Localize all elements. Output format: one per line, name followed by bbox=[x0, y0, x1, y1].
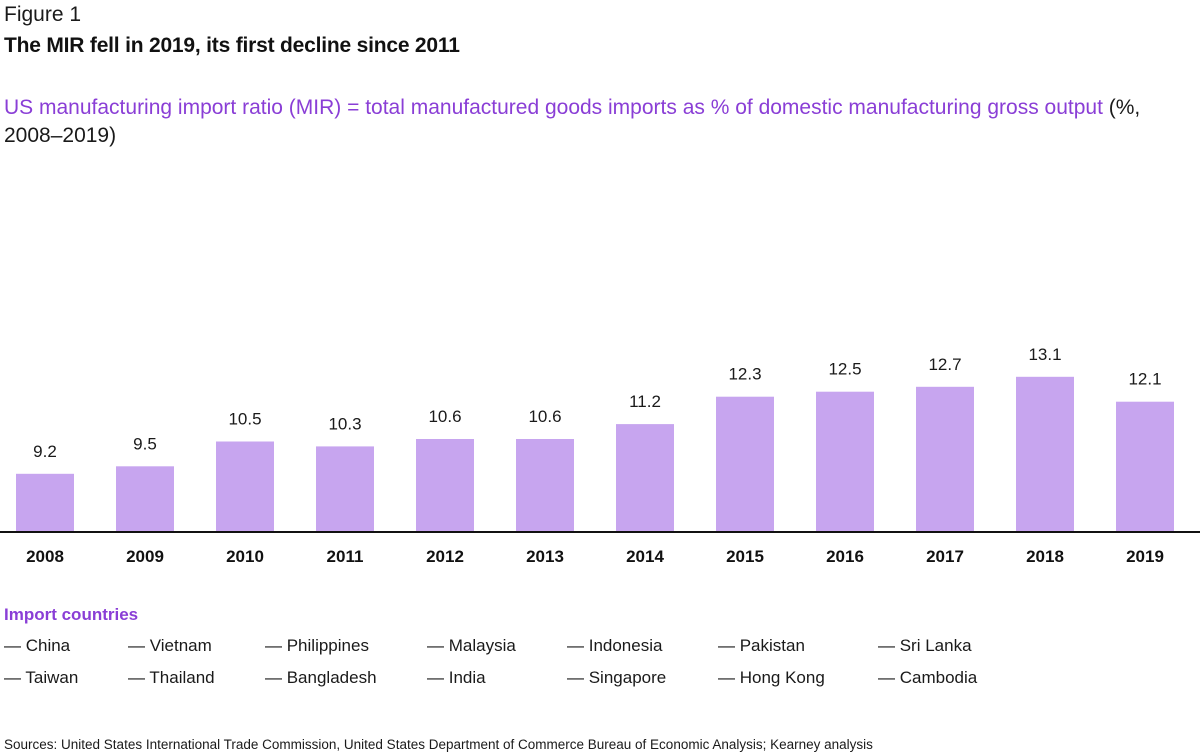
legend-item-thailand: — Thailand bbox=[128, 668, 215, 687]
x-tick-label-2017: 2017 bbox=[926, 547, 964, 566]
sources-note: Sources: United States International Tra… bbox=[4, 737, 873, 752]
x-tick-label-2014: 2014 bbox=[626, 547, 664, 566]
legend-item-sri-lanka: — Sri Lanka bbox=[878, 636, 972, 655]
bar-2016 bbox=[816, 391, 874, 531]
value-label-2018: 13.1 bbox=[1028, 345, 1061, 364]
x-tick-label-2008: 2008 bbox=[26, 547, 64, 566]
legend-item-vietnam: — Vietnam bbox=[128, 636, 212, 655]
value-label-2014: 11.2 bbox=[629, 392, 661, 411]
value-label-2017: 12.7 bbox=[928, 355, 961, 374]
bar-2011 bbox=[316, 446, 374, 531]
legend-item-indonesia: — Indonesia bbox=[567, 636, 663, 655]
bar-2014 bbox=[616, 424, 674, 531]
legend-item-taiwan: — Taiwan bbox=[4, 668, 79, 687]
legend-item-philippines: — Philippines bbox=[265, 636, 369, 655]
x-tick-label-2018: 2018 bbox=[1026, 547, 1064, 566]
import-countries-legend: — China — Vietnam — Philippines — Malaysia —… bbox=[0, 636, 1200, 700]
value-label-2011: 10.3 bbox=[328, 414, 361, 433]
subtitle-units: (%, 2008–2019) bbox=[4, 96, 1141, 147]
value-label-2009: 9.5 bbox=[133, 434, 157, 453]
x-tick-label-2011: 2011 bbox=[327, 547, 364, 566]
legend-title: Import countries bbox=[4, 605, 139, 624]
bar-2013 bbox=[516, 439, 574, 531]
x-tick-label-2015: 2015 bbox=[726, 547, 764, 566]
value-label-2015: 12.3 bbox=[728, 365, 761, 384]
legend-item-china: — China bbox=[4, 636, 71, 655]
value-label-2012: 10.6 bbox=[428, 407, 461, 426]
legend-item-cambodia: — Cambodia bbox=[878, 668, 978, 687]
bar-chart: 9.2 2008 9.5 2009 10.5 2010 10.3 2011 10.6 2012 10… bbox=[0, 345, 1200, 566]
legend-item-pakistan: — Pakistan bbox=[718, 636, 805, 655]
x-tick-label-2016: 2016 bbox=[826, 547, 864, 566]
x-tick-label-2012: 2012 bbox=[426, 547, 464, 566]
bar-2018 bbox=[1016, 376, 1074, 531]
x-tick-label-2013: 2013 bbox=[526, 547, 564, 566]
value-label-2013: 10.6 bbox=[528, 407, 561, 426]
bar-2015 bbox=[716, 396, 774, 531]
legend-item-malaysia: — Malaysia bbox=[427, 636, 516, 655]
bar-2017 bbox=[916, 386, 974, 531]
legend-item-singapore: — Singapore bbox=[567, 668, 667, 687]
bar-2010 bbox=[216, 441, 274, 531]
legend-item-india: — India bbox=[427, 668, 486, 687]
value-label-2016: 12.5 bbox=[828, 360, 861, 379]
bar-2008 bbox=[16, 473, 74, 531]
legend-item-bangladesh: — Bangladesh bbox=[265, 668, 377, 687]
bar-2009 bbox=[116, 466, 174, 531]
x-tick-label-2010: 2010 bbox=[226, 547, 264, 566]
bar-2019 bbox=[1116, 401, 1174, 531]
subtitle-definition: US manufacturing import ratio (MIR) = to… bbox=[4, 96, 1103, 119]
chart-headline: The MIR fell in 2019, its first decline … bbox=[4, 34, 460, 57]
x-tick-label-2019: 2019 bbox=[1126, 547, 1164, 566]
legend-item-hong-kong: — Hong Kong bbox=[718, 668, 825, 687]
value-label-2010: 10.5 bbox=[228, 410, 261, 429]
x-tick-label-2009: 2009 bbox=[126, 547, 164, 566]
value-label-2019: 12.1 bbox=[1128, 370, 1161, 389]
figure-label: Figure 1 bbox=[4, 3, 82, 26]
value-label-2008: 9.2 bbox=[33, 442, 57, 461]
bar-2012 bbox=[416, 439, 474, 531]
chart-subtitle: US manufacturing import ratio (MIR) = to… bbox=[4, 94, 1194, 150]
